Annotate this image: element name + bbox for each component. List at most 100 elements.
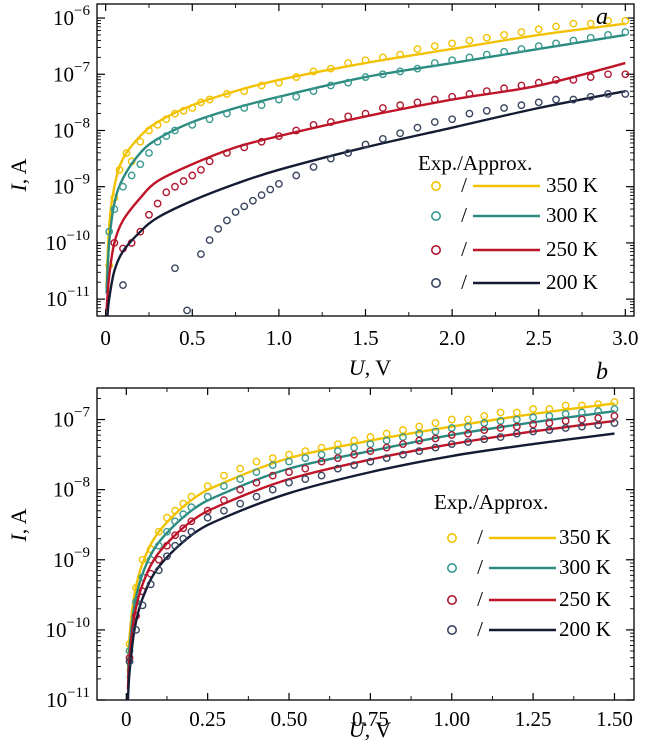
exp-point-350k — [162, 115, 171, 124]
exp-point-350k — [171, 506, 180, 515]
x-tick-label: 0 — [100, 326, 111, 350]
exp-point-250k — [415, 436, 424, 445]
exp-point-200k — [268, 485, 277, 494]
y-tick-base: 10 — [53, 548, 74, 572]
exp-point-300k — [569, 36, 578, 45]
exp-point-300k — [252, 468, 261, 477]
legend-separator: / — [461, 203, 467, 227]
exp-point-250k — [154, 555, 163, 564]
legend-separator: / — [461, 270, 467, 294]
approx-line-350k — [105, 22, 626, 288]
exp-point-200k — [480, 435, 489, 444]
exp-point-350k — [396, 50, 405, 59]
exp-point-250k — [188, 171, 197, 180]
approx-line-200k — [126, 432, 615, 700]
y-tick-exponent: −8 — [74, 115, 90, 131]
exp-point-350k — [399, 426, 407, 434]
legend-separator: / — [477, 525, 483, 549]
exp-point-350k — [179, 106, 188, 115]
x-axis-label: U, V — [349, 717, 391, 740]
exp-point-350k — [534, 25, 543, 34]
exp-point-250k — [610, 412, 619, 420]
y-tick-label: 10−8 — [53, 475, 90, 502]
approx-line-300k — [126, 409, 615, 680]
exp-point-300k — [274, 95, 283, 104]
exp-point-300k — [110, 205, 119, 214]
exp-point-200k — [529, 427, 538, 436]
x-tick-label: 0.25 — [189, 707, 226, 731]
exp-point-300k — [203, 492, 212, 501]
y-axis-variable: I — [6, 533, 31, 543]
legend-label: 300 K — [546, 203, 598, 227]
exp-point-200k — [512, 429, 521, 438]
legend-label: 250 K — [546, 237, 598, 261]
exp-point-200k — [309, 163, 318, 171]
exp-point-200k — [561, 424, 570, 432]
exp-point-200k — [464, 438, 472, 446]
exp-point-300k — [154, 541, 163, 550]
exp-point-200k — [350, 461, 359, 470]
y-tick-base: 10 — [46, 287, 67, 311]
exp-point-250k — [447, 431, 456, 439]
exp-point-200k — [203, 513, 212, 522]
exp-point-250k — [136, 227, 145, 236]
exp-point-350k — [163, 513, 171, 522]
exp-point-350k — [561, 401, 570, 410]
exp-point-300k — [223, 109, 231, 118]
legend-title: Exp./Approx. — [434, 490, 548, 514]
exp-point-200k — [382, 454, 391, 463]
exp-point-350k — [431, 419, 440, 427]
exp-point-200k — [171, 541, 180, 550]
legend-label: 350 K — [546, 173, 598, 197]
x-tick-label: 1.0 — [266, 326, 292, 350]
legend-label: 300 K — [559, 555, 611, 579]
exp-point-250k — [464, 429, 472, 438]
exp-point-350k — [145, 126, 153, 135]
exp-point-250k — [171, 182, 179, 191]
exp-point-200k — [344, 149, 353, 157]
exp-point-250k — [378, 104, 387, 112]
exp-point-250k — [350, 450, 359, 459]
legend-marker — [446, 562, 457, 573]
exp-point-300k — [136, 160, 145, 169]
legend-marker — [446, 624, 457, 635]
exp-point-300k — [561, 410, 570, 418]
exp-point-300k — [127, 171, 136, 180]
exp-point-350k — [205, 95, 214, 104]
exp-point-350k — [257, 81, 266, 90]
y-tick-exponent: −8 — [74, 475, 90, 491]
exp-point-250k — [205, 157, 214, 166]
exp-point-200k — [361, 140, 370, 149]
exp-point-300k — [500, 47, 508, 56]
exp-point-250k — [268, 471, 277, 480]
legend-label: 200 K — [559, 617, 611, 641]
exp-point-200k — [534, 98, 543, 107]
y-axis-unit: , A — [6, 508, 31, 534]
y-tick-base: 10 — [46, 618, 67, 642]
exp-point-250k — [309, 120, 318, 129]
exp-point-200k — [569, 95, 578, 104]
exp-point-250k — [361, 109, 370, 118]
exp-point-350k — [187, 492, 196, 501]
exp-point-200k — [333, 464, 342, 473]
exp-point-300k — [292, 92, 301, 101]
exp-point-300k — [529, 413, 538, 422]
exp-point-300k — [285, 457, 293, 466]
exp-point-200k — [171, 264, 179, 273]
exp-point-300k — [105, 227, 114, 236]
exp-point-350k — [552, 22, 560, 31]
exp-point-250k — [220, 496, 228, 505]
exp-point-250k — [586, 73, 595, 81]
exp-point-200k — [146, 580, 155, 589]
legend-separator: / — [461, 237, 467, 261]
exp-point-250k — [145, 210, 153, 219]
exp-point-250k — [604, 70, 612, 79]
exp-point-350k — [179, 499, 188, 508]
exp-point-300k — [153, 137, 162, 146]
exp-point-300k — [621, 28, 630, 37]
exp-point-200k — [399, 450, 407, 459]
exp-point-300k — [236, 475, 245, 484]
exp-point-350k — [197, 98, 205, 107]
exp-point-350k — [223, 90, 231, 98]
exp-point-250k — [621, 70, 630, 79]
